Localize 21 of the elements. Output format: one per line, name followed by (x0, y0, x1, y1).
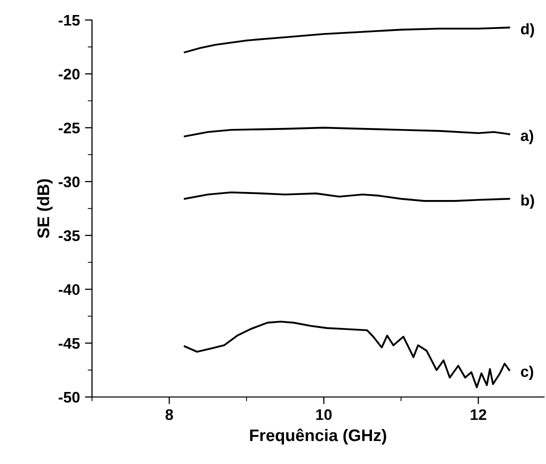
y-tick-label: -25 (58, 122, 80, 134)
y-axis-title: SE (dB) (37, 179, 53, 238)
line-series (184, 320, 510, 388)
line-series (184, 26, 510, 54)
y-tick-label: -35 (58, 230, 80, 242)
y-tick-label: -20 (58, 68, 80, 80)
series-label: c) (520, 366, 534, 380)
x-axis-title: Frequência (GHz) (250, 428, 386, 445)
series-label: b) (521, 194, 534, 209)
x-tick-label: 8 (166, 409, 174, 420)
series-label: a) (520, 130, 534, 144)
y-tick-label: -15 (58, 15, 80, 26)
series-label: d) (520, 23, 534, 38)
y-tick-label: -50 (58, 392, 80, 403)
line-series (184, 126, 510, 138)
y-tick-label: -45 (58, 338, 80, 349)
x-tick-label: 10 (316, 409, 332, 420)
y-tick-label: -30 (58, 176, 80, 188)
y-tick-label: -40 (58, 284, 80, 295)
x-tick-label: 12 (470, 409, 486, 420)
line-series (184, 191, 510, 202)
